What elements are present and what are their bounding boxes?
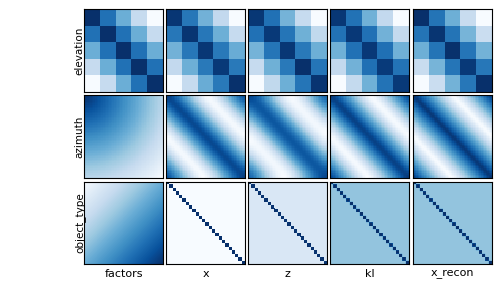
X-axis label: kl: kl <box>365 269 375 279</box>
X-axis label: x: x <box>203 269 209 279</box>
Y-axis label: elevation: elevation <box>75 26 85 75</box>
X-axis label: factors: factors <box>104 269 143 279</box>
X-axis label: z: z <box>285 269 290 279</box>
X-axis label: x_recon: x_recon <box>430 269 474 279</box>
Y-axis label: object_type: object_type <box>75 193 85 254</box>
Y-axis label: azimuth: azimuth <box>75 116 85 158</box>
